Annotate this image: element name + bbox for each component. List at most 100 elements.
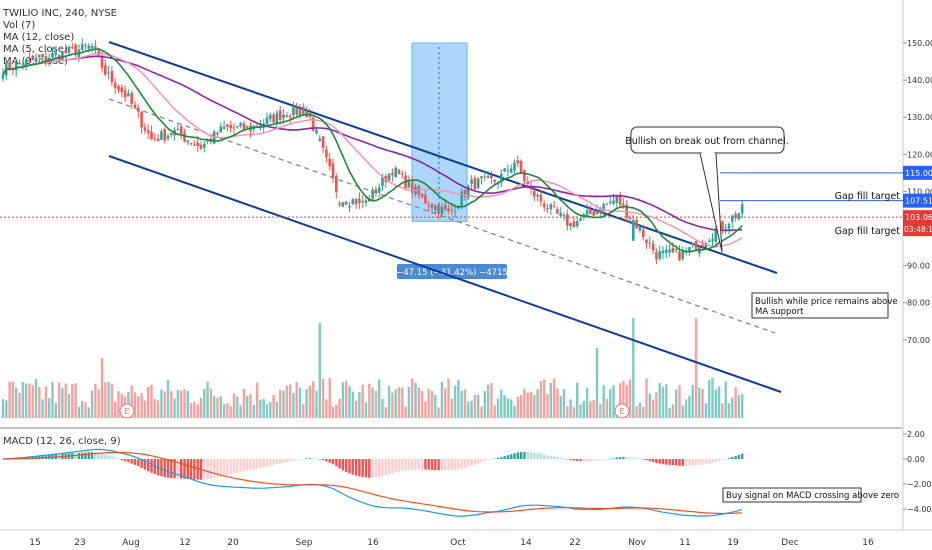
macd-histogram-bar (97, 452, 100, 459)
volume-bar (318, 323, 321, 418)
volume-bar (345, 381, 348, 418)
time-tick-label: 19 (727, 538, 739, 548)
time-tick-label: Nov (628, 538, 646, 548)
volume-bar (457, 379, 460, 418)
macd-histogram-bar (675, 459, 678, 466)
volume-bar (407, 386, 411, 418)
candle-body (691, 242, 694, 245)
volume-bar (143, 400, 147, 418)
volume-bar (51, 382, 54, 418)
macd-histogram-bar (229, 459, 232, 475)
candle-body (130, 93, 133, 104)
volume-bar (1, 399, 5, 418)
target-price-box (903, 165, 932, 180)
macd-histogram-bar (717, 459, 721, 461)
breakout-callout-seam (702, 152, 714, 154)
macd-histogram-bar (724, 459, 727, 460)
macd-histogram-bar (265, 459, 269, 467)
macd-histogram-bar (411, 459, 414, 470)
indicator-ma12-label[interactable]: MA (12, close) (3, 32, 75, 43)
macd-histogram-bar (424, 459, 427, 470)
volume-bar (404, 406, 407, 418)
macd-histogram-bar (638, 458, 642, 460)
macd-histogram-bar (536, 453, 539, 459)
candle-body (714, 229, 718, 242)
volume-bar (64, 383, 67, 418)
macd-histogram-bar (90, 452, 94, 459)
volume-bar (717, 386, 721, 418)
candle-body (602, 204, 605, 211)
price-tick-label: 150.00 (907, 39, 932, 48)
candle-body (206, 140, 209, 142)
macd-histogram-bar (450, 459, 453, 471)
indicator-volume-label[interactable]: Vol (7) (3, 20, 36, 31)
macd-histogram-bar (196, 459, 199, 480)
time-tick-label: 23 (74, 538, 85, 548)
volume-bar (427, 389, 430, 418)
volume-bar (628, 379, 632, 418)
macd-histogram-bar (741, 453, 744, 459)
volume-bar (216, 397, 219, 418)
macd-histogram-bar (279, 459, 282, 464)
volume-bar (599, 403, 602, 418)
volume-bar (552, 378, 556, 418)
candle-body (523, 170, 526, 182)
volume-bar (206, 381, 209, 418)
volume-bar (414, 382, 417, 418)
volume-bar (8, 381, 11, 418)
candle-body (143, 127, 147, 131)
volume-bar (671, 404, 675, 418)
candle-body (572, 221, 576, 228)
macd-histogram-bar (585, 459, 589, 461)
macd-histogram-bar (668, 459, 671, 465)
macd-histogram-bar (734, 456, 737, 459)
volume-bar (5, 400, 8, 418)
macd-histogram-bar (519, 451, 523, 459)
candle-body (493, 179, 496, 182)
volume-bar (24, 383, 28, 418)
indicator-ma5-label[interactable]: MA (5, close) (3, 44, 68, 55)
volume-bar (130, 385, 133, 418)
macd-histogram-bar (285, 459, 288, 463)
candle-body (90, 45, 94, 49)
indicator-macd-label[interactable]: MACD (12, 26, close, 9) (3, 436, 121, 447)
macd-histogram-bar (288, 459, 292, 462)
macd-histogram-bar (117, 458, 120, 460)
macd-histogram-bar (183, 459, 186, 479)
price-tick-label: 140.00 (907, 76, 932, 85)
macd-histogram-bar (394, 459, 397, 473)
volume-bar (635, 405, 638, 418)
macd-histogram-bar (618, 457, 622, 459)
candle-body (579, 218, 582, 222)
volume-bar (434, 394, 437, 418)
candle-body (381, 176, 384, 186)
volume-bar (401, 387, 404, 418)
candle-body (665, 249, 668, 254)
candle-body (655, 252, 658, 260)
candle-body (80, 43, 84, 51)
macd-histogram-bar (249, 459, 252, 471)
macd-histogram-bar (140, 459, 143, 468)
candle-body (608, 201, 612, 203)
volume-bar (374, 390, 378, 418)
macd-histogram-bar (539, 453, 543, 459)
volume-bar (189, 403, 193, 418)
macd-legend: MACD (12, 26, close, 9) (3, 436, 121, 448)
macd-histogram-bar (325, 459, 328, 462)
macd-histogram-bar (209, 459, 213, 480)
candle-body (542, 203, 546, 208)
macd-histogram-bar (127, 459, 130, 463)
candle-body (467, 185, 470, 198)
volume-bar (463, 389, 467, 418)
gap-fill-target-label-1: Gap fill target (835, 191, 901, 202)
macd-histogram-bar (602, 459, 605, 460)
macd-histogram-bar (632, 457, 635, 459)
volume-bar (648, 393, 651, 418)
volume-bar (638, 402, 642, 418)
candle-body (447, 208, 450, 212)
volume-bar (622, 380, 625, 418)
volume-bar (77, 406, 81, 418)
time-tick-label: 12 (179, 538, 190, 548)
